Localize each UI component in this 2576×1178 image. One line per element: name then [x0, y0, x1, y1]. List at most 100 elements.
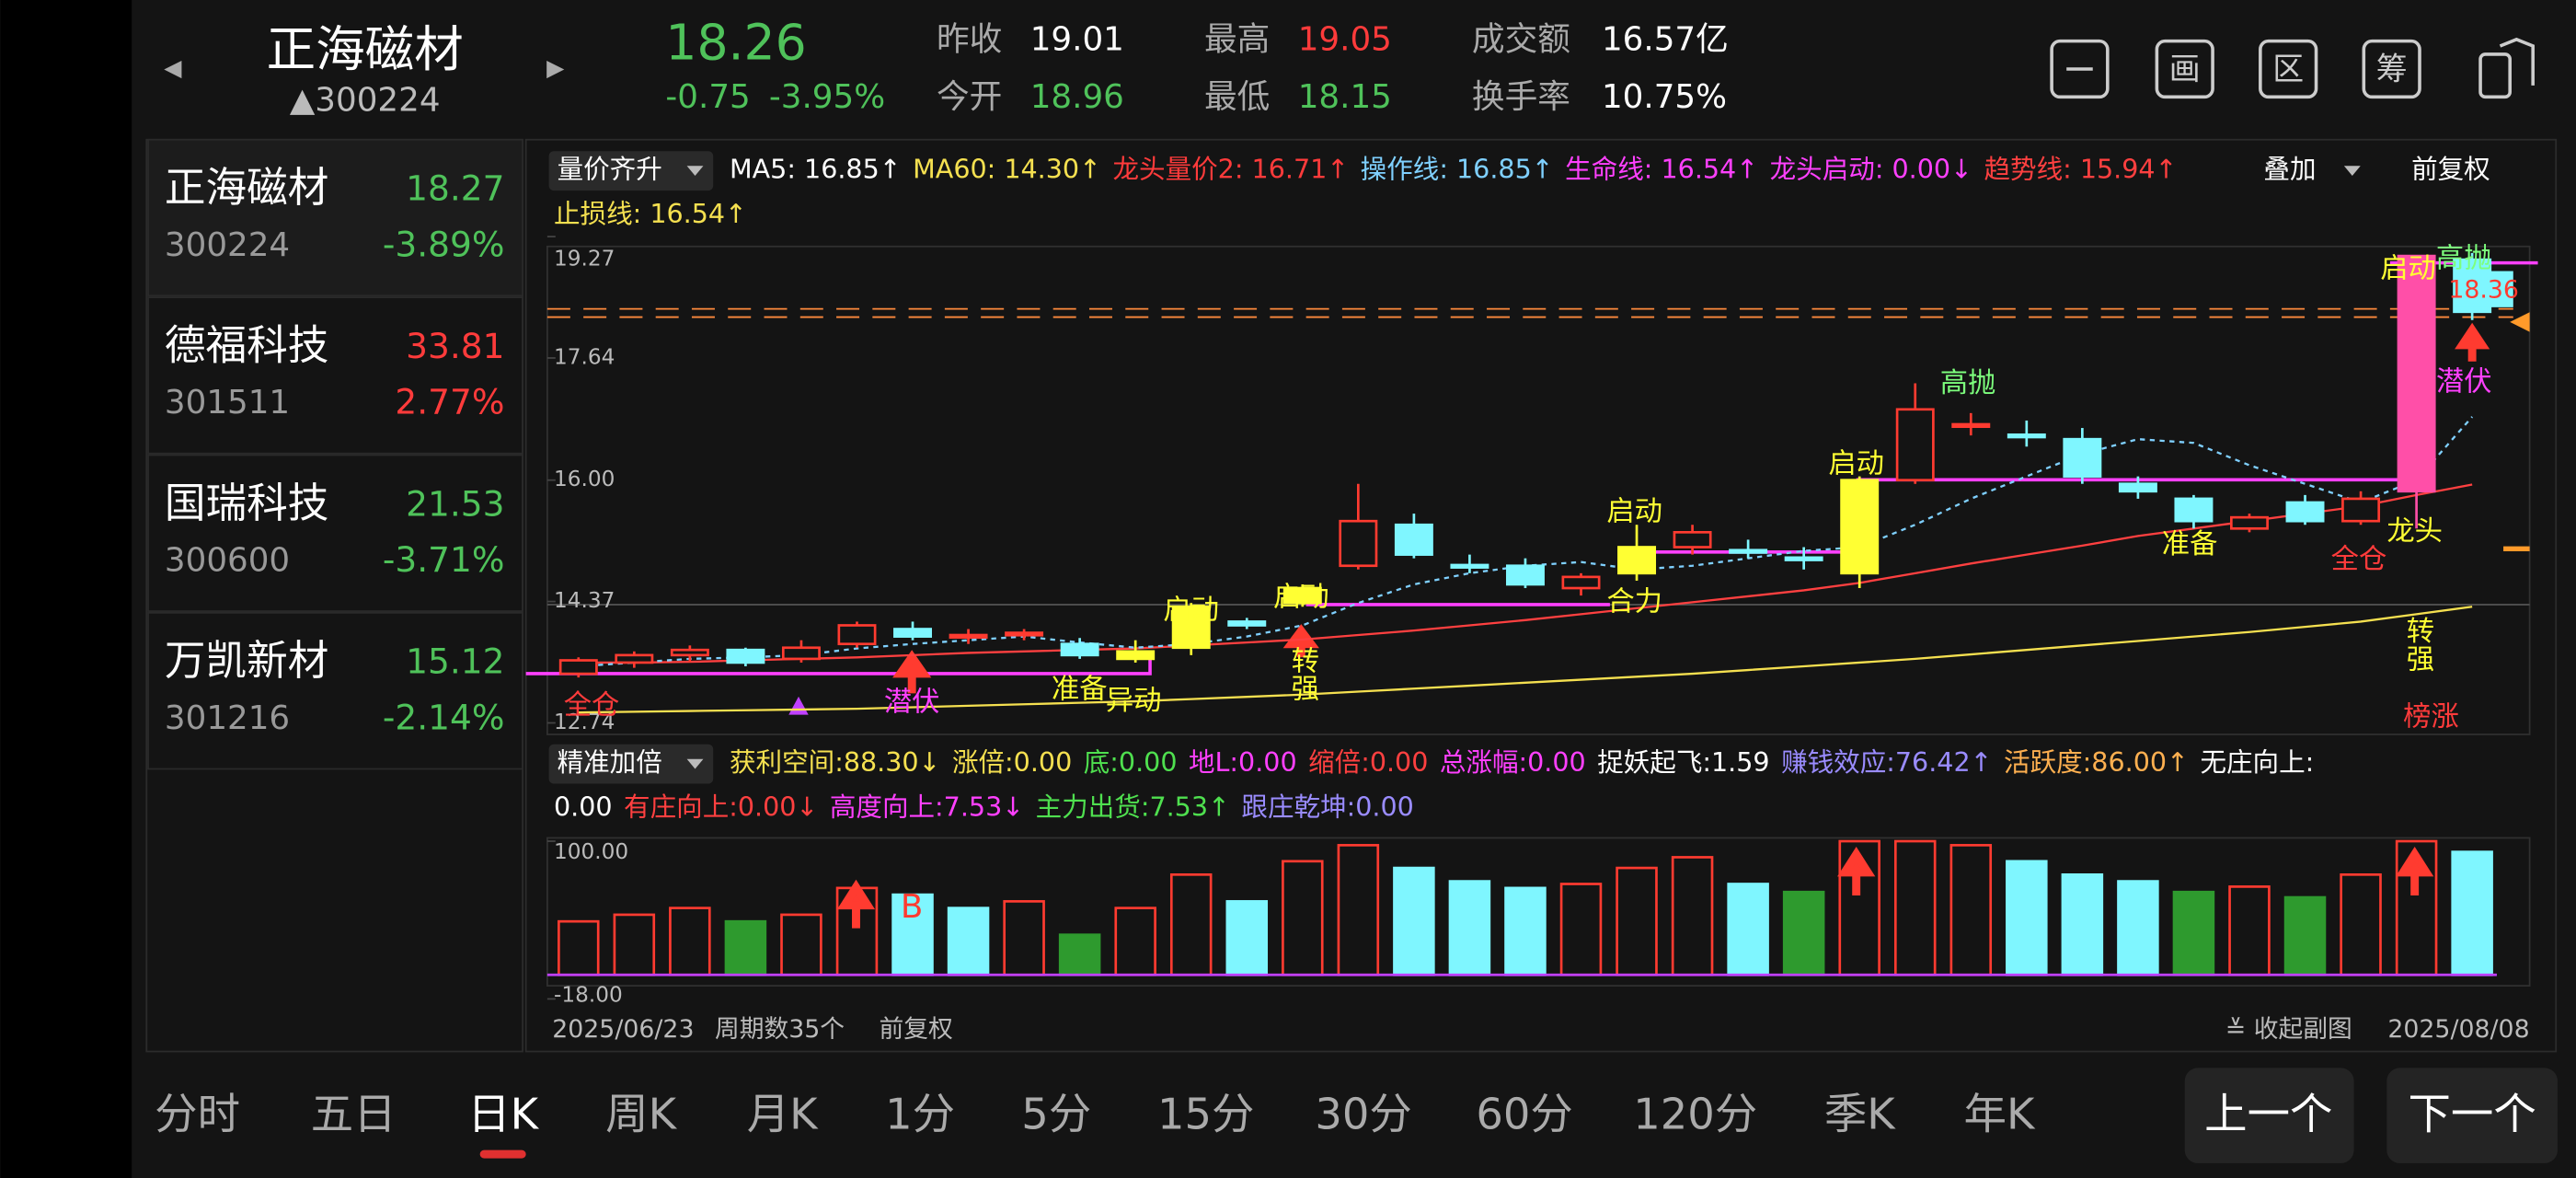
- period-tab[interactable]: 5分: [1021, 1089, 1091, 1138]
- indicator-value: 赚钱效应:76.42↑: [1781, 746, 1992, 778]
- indicator-value: 活跃度:86.00↑: [2004, 746, 2189, 778]
- signal-label: 启动: [1828, 448, 1884, 480]
- watchlist-row[interactable]: [147, 296, 523, 455]
- toolbar-icon[interactable]: [2362, 39, 2421, 99]
- nav-button[interactable]: 下一个: [2409, 1089, 2536, 1138]
- candle-body: [2063, 437, 2102, 478]
- period-tab[interactable]: 1分: [885, 1089, 955, 1138]
- stat-label: 成交额: [1472, 21, 1570, 59]
- indicator-value: 跟庄乾坤:0.00: [1241, 791, 1413, 822]
- price-tag: 18.36: [2448, 275, 2519, 304]
- buy-arrow: [1282, 624, 1319, 658]
- signal-label: 高抛: [2436, 243, 2492, 275]
- stat-value: 16.57亿: [1602, 21, 1729, 59]
- stat-label: 今开: [937, 78, 1002, 116]
- candle-body: [1561, 575, 1601, 590]
- signal-label: 启动: [2380, 252, 2436, 284]
- toolbar-icon-label: 区: [2272, 51, 2304, 87]
- stock-pct: -2.14%: [383, 697, 505, 737]
- stock-price: 18.27: [406, 168, 504, 209]
- candle-body: [2174, 497, 2214, 523]
- candle-body: [1060, 642, 1099, 657]
- y-tick-label: 19.27: [554, 247, 615, 271]
- indicator-value: 底:0.00: [1084, 746, 1178, 778]
- y-tick-label: 14.37: [554, 588, 615, 613]
- toolbar-icon-label: 画: [2169, 51, 2201, 87]
- period-tab[interactable]: 周K: [605, 1089, 677, 1138]
- candle-body: [1951, 422, 1991, 429]
- candle-body: [949, 633, 988, 640]
- candle-body: [1673, 530, 1712, 549]
- change-pct: -3.95%: [769, 78, 885, 116]
- signal-label: 全仓: [2331, 543, 2387, 575]
- indicator-dropdown[interactable]: [548, 744, 714, 784]
- stat-label: 最低: [1204, 78, 1270, 116]
- period-tab[interactable]: 年K: [1964, 1089, 2036, 1138]
- indicator-value: 地L:0.00: [1189, 746, 1297, 778]
- icon-minus[interactable]: [2050, 39, 2110, 99]
- stock-pct: -3.89%: [383, 224, 505, 264]
- icon-phone[interactable]: [2478, 52, 2512, 99]
- nav-button[interactable]: 上一个: [2204, 1089, 2332, 1138]
- period-tab[interactable]: 季K: [1824, 1089, 1896, 1138]
- candle-body: [2341, 497, 2381, 523]
- overlay-menu[interactable]: 叠加: [2263, 154, 2316, 185]
- candle-body: [1282, 586, 1322, 605]
- stat-value: 18.96: [1030, 78, 1124, 116]
- indicator-value: 龙头启动: 0.00↓: [1770, 154, 1972, 185]
- y-tick-label: 12.74: [554, 710, 615, 734]
- indicator-value: MA5: 16.85↑: [730, 154, 902, 185]
- indicator-value: 有庄向上:0.00↓: [624, 791, 818, 822]
- stock-code: 301216: [165, 699, 290, 737]
- footer-collapse[interactable]: ≚ 收起副图: [2225, 1015, 2352, 1044]
- toolbar-icon[interactable]: [2155, 39, 2214, 99]
- prev-arrow[interactable]: ◀: [164, 54, 182, 81]
- period-tab[interactable]: 15分: [1157, 1089, 1254, 1138]
- indicator-dropdown[interactable]: [548, 151, 714, 191]
- watchlist-row[interactable]: [147, 611, 523, 770]
- stock-price: 21.53: [406, 483, 504, 524]
- indicator-line: [578, 606, 2473, 714]
- candle-body: [1394, 523, 1433, 556]
- stat-label: 最高: [1204, 21, 1270, 59]
- icon-phone-arc: [2499, 37, 2535, 86]
- stock-price: 33.81: [406, 326, 504, 366]
- candle-body: [2230, 515, 2269, 530]
- candle-body: [1227, 620, 1267, 627]
- chart-panel: [524, 138, 2558, 1053]
- candle-body: [1784, 556, 1823, 561]
- period-tab[interactable]: 分时: [155, 1089, 240, 1138]
- period-tab[interactable]: 日K: [467, 1089, 539, 1138]
- period-tab[interactable]: 30分: [1315, 1089, 1411, 1138]
- indicator-value: 捉妖起飞:1.59: [1597, 746, 1769, 778]
- price-marker: [2510, 312, 2530, 332]
- volume-bar: [2172, 890, 2215, 976]
- volume-arrow: [836, 846, 2434, 929]
- buy-arrow: [2455, 322, 2490, 362]
- next-arrow[interactable]: ▶: [546, 54, 565, 81]
- signal-label: 转强: [1286, 645, 1318, 701]
- buy-arrow: [892, 650, 932, 694]
- toolbar-icon[interactable]: [2259, 39, 2318, 99]
- candle-body: [1450, 563, 1489, 569]
- volume-bar: [1504, 886, 1547, 976]
- stock-code: 301511: [165, 384, 290, 422]
- left-edge: [0, 0, 132, 1178]
- candle-body: [1729, 549, 1768, 554]
- price-plot-frame: [546, 245, 2531, 735]
- volume-bar: [2451, 850, 2493, 976]
- period-tab[interactable]: 60分: [1476, 1089, 1572, 1138]
- watchlist-row[interactable]: [147, 454, 523, 612]
- period-tab[interactable]: 五日: [311, 1089, 397, 1138]
- volume-bar: [1727, 883, 1769, 976]
- candle-body: [781, 646, 821, 661]
- period-tab[interactable]: 120分: [1633, 1089, 1757, 1138]
- footer-adjust: 前复权: [879, 1015, 952, 1044]
- watchlist-row[interactable]: [147, 138, 523, 297]
- adjust-menu[interactable]: 前复权: [2411, 154, 2490, 185]
- next-button-bg: [2386, 1068, 2558, 1163]
- y-tick-label: -18.00: [554, 982, 623, 1007]
- indicator-value: MA60: 14.30↑: [913, 154, 1101, 185]
- candle-body: [2007, 433, 2046, 439]
- period-tab[interactable]: 月K: [747, 1089, 819, 1138]
